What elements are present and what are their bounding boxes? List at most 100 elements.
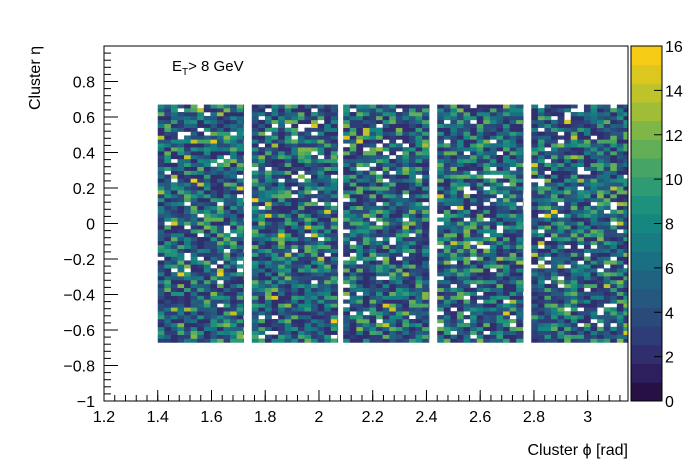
heatmap-cell bbox=[157, 147, 165, 152]
heatmap-cell bbox=[376, 240, 383, 246]
heatmap-cell bbox=[422, 264, 430, 269]
heatmap-cell bbox=[311, 299, 318, 304]
heatmap-cell bbox=[450, 303, 458, 308]
heatmap-cell bbox=[450, 186, 458, 191]
heatmap-cell bbox=[470, 326, 478, 332]
heatmap-cell bbox=[349, 248, 357, 253]
heatmap-cell bbox=[369, 326, 377, 332]
heatmap-cell bbox=[382, 236, 390, 242]
heatmap-cell bbox=[330, 233, 338, 238]
heatmap-cell bbox=[291, 256, 299, 261]
heatmap-cell bbox=[557, 311, 565, 316]
heatmap-cell bbox=[616, 225, 624, 230]
heatmap-cell bbox=[623, 139, 629, 144]
heatmap-cell bbox=[590, 182, 598, 187]
heatmap-cell bbox=[408, 229, 416, 234]
heatmap-cell bbox=[437, 268, 445, 273]
heatmap-cell bbox=[369, 334, 377, 339]
heatmap-cell bbox=[616, 252, 624, 257]
heatmap-cell bbox=[356, 236, 364, 242]
heatmap-cell bbox=[489, 240, 497, 246]
heatmap-cell bbox=[258, 283, 266, 289]
heatmap-cell bbox=[564, 127, 572, 132]
heatmap-cell bbox=[577, 162, 585, 167]
heatmap-cell bbox=[577, 201, 585, 207]
heatmap-cell bbox=[184, 205, 191, 210]
heatmap-cell bbox=[551, 131, 558, 136]
heatmap-cell bbox=[577, 229, 585, 234]
heatmap-cell bbox=[184, 166, 191, 171]
heatmap-cell bbox=[544, 112, 552, 117]
heatmap-cell bbox=[297, 115, 305, 121]
heatmap-cell bbox=[337, 319, 339, 324]
heatmap-cell bbox=[170, 256, 178, 261]
heatmap-cell bbox=[437, 154, 445, 160]
heatmap-cell bbox=[437, 209, 445, 214]
heatmap-cell bbox=[324, 182, 332, 187]
heatmap-cell bbox=[408, 205, 416, 210]
heatmap-cell bbox=[184, 119, 191, 125]
heatmap-cell bbox=[177, 236, 185, 242]
heatmap-cell bbox=[402, 260, 410, 265]
heatmap-cell bbox=[164, 299, 172, 304]
heatmap-cell bbox=[415, 151, 423, 156]
heatmap-cell bbox=[330, 197, 338, 203]
heatmap-cell bbox=[516, 127, 524, 132]
heatmap-cell bbox=[164, 264, 172, 269]
heatmap-cell bbox=[389, 295, 397, 300]
heatmap-cell bbox=[570, 299, 578, 304]
heatmap-cell bbox=[369, 291, 377, 296]
heatmap-cell bbox=[251, 279, 259, 285]
heatmap-cell bbox=[317, 197, 325, 203]
heatmap-cell bbox=[551, 260, 558, 265]
heatmap-cell bbox=[415, 283, 423, 289]
heatmap-cell bbox=[170, 287, 178, 292]
heatmap-cell bbox=[623, 291, 629, 296]
heatmap-cell bbox=[203, 291, 211, 296]
heatmap-cell bbox=[616, 174, 624, 179]
heatmap-cell bbox=[395, 268, 403, 273]
heatmap-cell bbox=[583, 295, 591, 300]
heatmap-cell bbox=[362, 186, 370, 191]
heatmap-cell bbox=[376, 158, 383, 164]
heatmap-cell bbox=[551, 283, 558, 289]
heatmap-cell bbox=[531, 151, 539, 156]
heatmap-cell bbox=[284, 330, 292, 335]
heatmap-cell bbox=[463, 291, 471, 296]
heatmap-cell bbox=[317, 279, 325, 285]
heatmap-cell bbox=[164, 225, 172, 230]
heatmap-cell bbox=[264, 154, 272, 160]
heatmap-cell bbox=[557, 307, 565, 312]
heatmap-cell bbox=[258, 190, 266, 195]
heatmap-cell bbox=[271, 276, 279, 281]
heatmap-cell bbox=[356, 322, 364, 328]
heatmap-cell bbox=[564, 338, 572, 343]
heatmap-cell bbox=[362, 135, 370, 140]
heatmap-cell bbox=[157, 315, 165, 320]
heatmap-cell bbox=[258, 151, 266, 156]
heatmap-cell bbox=[551, 338, 558, 343]
heatmap-cell bbox=[610, 295, 618, 300]
heatmap-cell bbox=[337, 119, 339, 125]
heatmap-cell bbox=[243, 186, 245, 191]
heatmap-cell bbox=[551, 166, 558, 171]
heatmap-cell bbox=[496, 108, 504, 113]
heatmap-cell bbox=[369, 151, 377, 156]
heatmap-cell bbox=[509, 240, 517, 246]
heatmap-cell bbox=[369, 283, 377, 289]
heatmap-cell bbox=[177, 112, 185, 117]
heatmap-cell bbox=[503, 127, 510, 132]
heatmap-cell bbox=[483, 139, 491, 144]
heatmap-cell bbox=[362, 162, 370, 167]
heatmap-cell bbox=[251, 147, 259, 152]
heatmap-cell bbox=[470, 244, 478, 250]
heatmap-cell bbox=[395, 154, 403, 160]
heatmap-cell bbox=[583, 104, 591, 109]
heatmap-cell bbox=[503, 315, 510, 320]
heatmap-cell bbox=[470, 182, 478, 187]
heatmap-cell bbox=[330, 135, 338, 140]
heatmap-cell bbox=[496, 233, 504, 238]
heatmap-cell bbox=[463, 330, 471, 335]
heatmap-cell bbox=[415, 307, 423, 312]
heatmap-cell bbox=[258, 162, 266, 167]
